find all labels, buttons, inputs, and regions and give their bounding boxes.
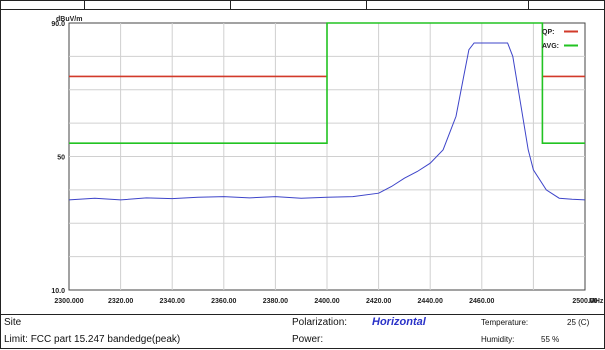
header-strip xyxy=(0,0,605,10)
polarization-label: Polarization: xyxy=(292,317,348,328)
x-tick-label: 2440.00 xyxy=(418,298,443,305)
temperature-value: 25 (C) xyxy=(567,318,590,327)
x-tick-label: 2320.00 xyxy=(108,298,133,305)
y-tick-label: 90.0 xyxy=(51,21,65,28)
power-label: Power: xyxy=(292,334,324,345)
humidity-value: 55 % xyxy=(541,335,560,344)
limit-row: Limit: FCC part 15.247 bandedge(peak) xyxy=(4,334,180,345)
limit-value: FCC part 15.247 bandedge(peak) xyxy=(30,334,181,345)
footer-info: Site Limit: FCC part 15.247 bandedge(pea… xyxy=(0,314,605,350)
temperature-label: Temperature: xyxy=(481,318,529,327)
y-tick-labels: 90.0 50 10.0 xyxy=(51,21,65,295)
humidity-label: Humidity: xyxy=(481,335,515,344)
legend-label: QP: xyxy=(542,29,554,36)
x-tick-label: 2420.00 xyxy=(366,298,391,305)
legend: QP: AVG: xyxy=(542,29,578,50)
site-label: Site xyxy=(4,317,22,328)
x-tick-label: 2400.00 xyxy=(314,298,339,305)
x-tick-label: 2460.00 xyxy=(469,298,494,305)
x-tick-label: 2300.000 xyxy=(54,298,83,305)
series-layer xyxy=(68,22,586,201)
x-tick-label: 2340.00 xyxy=(160,298,185,305)
legend-label: AVG: xyxy=(542,43,559,50)
y-tick-label: 10.0 xyxy=(51,288,65,295)
x-tick-label: 2360.00 xyxy=(211,298,236,305)
x-tick-labels: 2300.000 2320.00 2340.00 2360.00 2380.00 2400… xyxy=(54,298,597,305)
x-unit-label: MHz xyxy=(589,298,604,305)
y-unit-label: dBuV/m xyxy=(56,16,82,23)
y-tick-label: 50 xyxy=(57,155,65,162)
spectrum-chart: 90.0 50 10.0 2300.000 2320.00 2340.00 2360.00… xyxy=(51,16,604,305)
measured-trace xyxy=(68,42,586,201)
polarization-value: Horizontal xyxy=(372,316,426,328)
x-tick-label: 2500.00 xyxy=(572,298,597,305)
limit-label: Limit: xyxy=(4,334,28,345)
x-tick-label: 2380.00 xyxy=(263,298,288,305)
avg-limit-line xyxy=(69,22,585,144)
